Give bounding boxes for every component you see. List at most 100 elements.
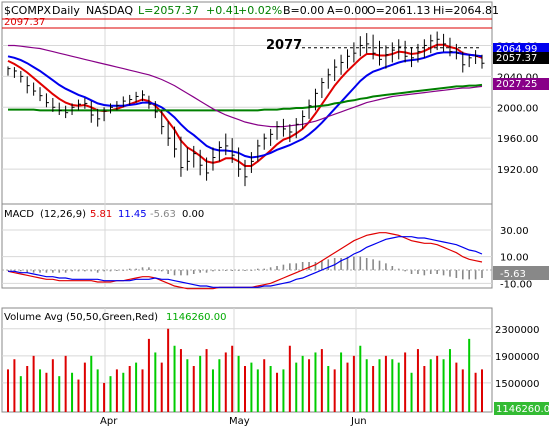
- header-open: O=2061.13: [367, 4, 430, 17]
- price-bar: [449, 37, 453, 57]
- header-ref-label: 2097.37: [4, 17, 45, 28]
- price-bar: [45, 93, 49, 108]
- macd-line-1: [8, 236, 483, 288]
- volume-avg-value: 1146260.00: [166, 312, 226, 323]
- macd-hist-value: -5.63: [150, 209, 176, 220]
- price-bar: [289, 124, 293, 143]
- axis-layer: 2080.002040.002000.001960.001920.0030.00…: [100, 41, 551, 427]
- price-bar: [353, 42, 357, 63]
- price-y-tick-label: 1960.00: [497, 134, 538, 145]
- price-bar: [346, 49, 350, 69]
- price-bar: [334, 59, 338, 81]
- price-layer: [2, 18, 492, 187]
- price-bar: [33, 82, 37, 96]
- price-bar: [423, 39, 427, 58]
- price-bar: [225, 133, 229, 156]
- x-tick-label: Apr: [100, 416, 118, 427]
- price-right-value-label: 2027.25: [493, 78, 549, 90]
- price-bar: [135, 91, 139, 103]
- price-bar: [257, 139, 261, 162]
- header-last: L=2057.37: [138, 4, 199, 17]
- macd-layer: [2, 232, 492, 290]
- macd-signal-value: 11.45: [118, 209, 147, 220]
- price-bar: [90, 101, 94, 123]
- price-bar: [199, 149, 203, 176]
- svg-text:1146260.00: 1146260.00: [496, 404, 551, 415]
- macd-zero-value: 0.00: [182, 209, 204, 220]
- price-bar: [443, 33, 447, 52]
- price-bar: [77, 99, 81, 111]
- volume-y-tick-label: 1900000: [495, 352, 540, 363]
- price-bar: [148, 95, 152, 109]
- price-bar: [244, 159, 248, 187]
- volume-y-tick-label: 2300000: [495, 325, 540, 336]
- price-bar: [206, 157, 210, 181]
- volume-y-tick-label: 1500000: [495, 379, 540, 390]
- price-bar: [161, 110, 165, 135]
- macd-y-tick-label: 10.00: [500, 253, 529, 264]
- macd-current-label: -5.63: [493, 266, 549, 280]
- price-bar: [193, 145, 197, 168]
- price-bar: [212, 147, 216, 171]
- price-ma-line-2: [8, 83, 483, 112]
- price-bar: [327, 68, 331, 89]
- price-ma-line-3: [8, 44, 483, 128]
- price-bar: [52, 98, 56, 112]
- macd-params: (12,26,9): [40, 209, 86, 220]
- price-bar: [174, 126, 178, 158]
- volume-layer: [7, 328, 483, 412]
- price-bar: [391, 42, 395, 63]
- price-bar: [154, 101, 158, 119]
- price-bar: [417, 43, 421, 63]
- price-bar: [475, 50, 479, 64]
- x-tick-label: Jun: [350, 416, 367, 427]
- price-bar: [20, 70, 24, 83]
- price-bar: [13, 67, 17, 78]
- price-bar: [39, 87, 43, 102]
- price-bar: [180, 136, 184, 177]
- price-bar: [282, 118, 286, 137]
- header-change-pct: +0.02%: [238, 4, 282, 17]
- grid-layer: [2, 2, 492, 412]
- macd-panel-frame: [1, 203, 493, 289]
- volume-params: (50,50,Green,Red): [66, 312, 158, 323]
- price-bar: [398, 39, 402, 60]
- price-bar: [359, 36, 363, 57]
- header-bid: B=0.00: [283, 4, 324, 17]
- price-bar: [462, 51, 466, 73]
- price-bar: [218, 141, 222, 162]
- price-y-tick-label: 2000.00: [497, 103, 538, 114]
- price-bar: [116, 101, 120, 111]
- price-bar: [250, 152, 254, 173]
- volume-current-label: 1146260.00: [494, 402, 551, 415]
- svg-text:2064.99: 2064.99: [496, 44, 537, 55]
- price-bar: [276, 121, 280, 140]
- price-y-tick-label: 2040.00: [497, 72, 538, 83]
- macd-y-tick-label: 30.00: [500, 226, 529, 237]
- price-bar: [366, 33, 370, 54]
- price-bar: [122, 96, 126, 108]
- price-bar: [71, 103, 75, 115]
- price-bar: [129, 94, 133, 105]
- price-bar: [142, 90, 146, 102]
- price-bar: [308, 99, 312, 119]
- volume-panel-frame: [1, 307, 493, 413]
- svg-text:2027.25: 2027.25: [496, 79, 537, 90]
- price-bar: [7, 66, 11, 76]
- price-bar: [302, 110, 306, 129]
- price-bar: [97, 108, 101, 127]
- price-bar: [379, 40, 383, 66]
- price-bar: [270, 128, 274, 146]
- price-y-tick-label: 1920.00: [497, 165, 538, 176]
- price-bar: [231, 138, 235, 163]
- price-bar: [109, 103, 113, 114]
- price-bar: [372, 34, 376, 60]
- price-bar: [385, 45, 389, 69]
- header-period: Daily: [52, 4, 80, 17]
- price-bar: [436, 31, 440, 51]
- macd-y-tick-label: -10.00: [500, 279, 532, 290]
- price-ma-line-1: [7, 51, 483, 159]
- price-bar: [295, 118, 299, 139]
